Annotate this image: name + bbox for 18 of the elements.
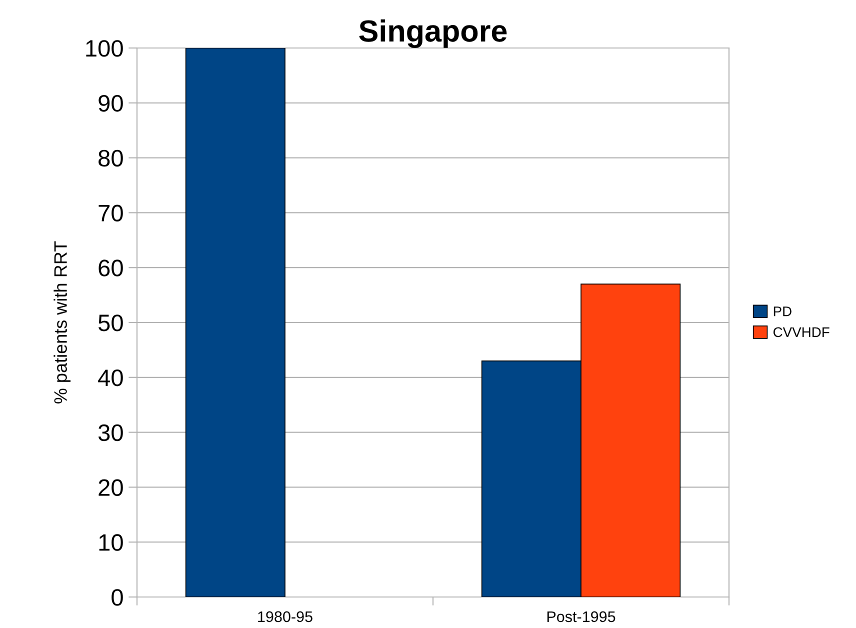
y-tick-label: 40: [98, 369, 123, 386]
y-tick-label: 30: [98, 424, 123, 442]
legend-label: PD: [774, 306, 792, 316]
y-tick-label: 10: [99, 534, 123, 551]
y-tick-label: 90: [98, 94, 123, 112]
y-tick-label: 70: [98, 204, 123, 222]
x-tick-label: Post-1995: [547, 611, 616, 622]
x-tick-label: 1980-95: [258, 611, 312, 622]
y-tick-label: 20: [98, 479, 123, 496]
y-tick-label: 80: [98, 150, 123, 167]
y-tick-label: 50: [98, 314, 123, 332]
legend-label: CVVHDF: [773, 327, 830, 338]
y-tick-label: 100: [86, 40, 123, 57]
bar: [185, 48, 286, 597]
y-tick-label: 0: [112, 589, 123, 606]
y-axis-title: % patients with RRT: [54, 241, 71, 404]
chart-title: Singapore: [359, 19, 507, 48]
y-tick-label: 60: [98, 260, 123, 276]
